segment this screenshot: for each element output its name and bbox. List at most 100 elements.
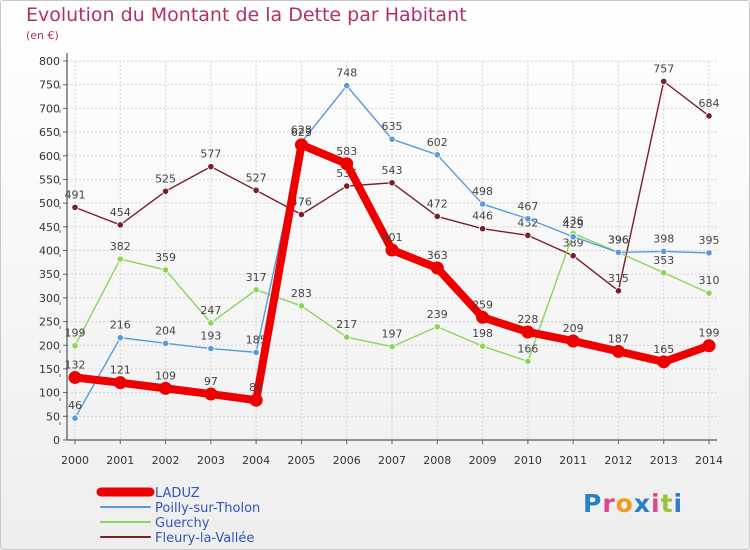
data-point bbox=[68, 370, 82, 384]
data-point bbox=[611, 344, 625, 358]
data-label: 429 bbox=[563, 218, 584, 231]
data-point bbox=[388, 135, 396, 143]
data-point bbox=[340, 157, 354, 171]
data-point bbox=[566, 334, 580, 348]
data-point bbox=[524, 357, 532, 365]
data-label: 436 bbox=[563, 214, 584, 227]
data-label: 165 bbox=[653, 343, 674, 356]
data-point bbox=[702, 339, 716, 353]
data-label: 363 bbox=[427, 249, 448, 262]
x-tick-label: 2014 bbox=[695, 454, 723, 467]
y-tick-label: 150 bbox=[39, 363, 60, 376]
logo-letter: i bbox=[651, 489, 661, 518]
data-label: 757 bbox=[653, 62, 674, 75]
data-label: 217 bbox=[336, 318, 357, 331]
data-point bbox=[343, 333, 351, 341]
data-label: 684 bbox=[699, 97, 720, 110]
data-point bbox=[294, 138, 308, 152]
data-label: 199 bbox=[65, 327, 86, 340]
data-label: 259 bbox=[472, 298, 493, 311]
data-point bbox=[343, 82, 351, 90]
data-label: 283 bbox=[291, 287, 312, 300]
data-point bbox=[113, 376, 127, 390]
x-tick-label: 2002 bbox=[152, 454, 180, 467]
data-point bbox=[660, 269, 668, 277]
x-tick-label: 2011 bbox=[559, 454, 587, 467]
y-tick-label: 0 bbox=[53, 434, 60, 447]
data-point bbox=[524, 231, 532, 239]
data-label: 525 bbox=[155, 172, 176, 185]
x-tick-label: 2003 bbox=[197, 454, 225, 467]
data-point bbox=[252, 186, 260, 194]
series-guerchy: 199 382 359 247 317 283 217 197 239 198 166 436 396 3… bbox=[65, 214, 720, 365]
logo-letter: P bbox=[583, 489, 603, 518]
data-label: 446 bbox=[472, 210, 493, 223]
y-tick-label: 600 bbox=[39, 150, 60, 163]
data-point bbox=[385, 243, 399, 257]
data-label: 396 bbox=[608, 233, 629, 246]
data-label: 187 bbox=[608, 332, 629, 345]
series-poilly-sur-tholon: 46 216 204 193 185 628 748 635 602 498 467 429 396 39… bbox=[68, 67, 720, 422]
data-label: 353 bbox=[653, 254, 674, 267]
data-point bbox=[433, 151, 441, 159]
logo-letter: o bbox=[615, 489, 634, 518]
data-label: 432 bbox=[517, 216, 538, 229]
data-point bbox=[116, 334, 124, 342]
y-tick-label: 200 bbox=[39, 339, 60, 352]
data-point bbox=[71, 203, 79, 211]
data-point bbox=[71, 342, 79, 350]
data-point bbox=[207, 344, 215, 353]
y-tick-label: 300 bbox=[39, 292, 60, 305]
data-label: 216 bbox=[110, 319, 131, 332]
data-point bbox=[204, 387, 218, 401]
data-point bbox=[343, 182, 351, 190]
data-label: 166 bbox=[517, 342, 538, 355]
data-point bbox=[657, 355, 671, 369]
data-label: 247 bbox=[200, 304, 221, 317]
data-label: 132 bbox=[65, 358, 86, 371]
data-label: 97 bbox=[204, 375, 218, 388]
data-point bbox=[71, 414, 79, 422]
y-tick-label: 700 bbox=[39, 102, 60, 115]
data-label: 491 bbox=[65, 188, 86, 201]
x-tick-label: 2008 bbox=[423, 454, 451, 467]
data-label: 401 bbox=[382, 231, 403, 244]
data-label: 315 bbox=[608, 272, 629, 285]
data-point bbox=[705, 112, 713, 120]
data-point bbox=[159, 381, 173, 395]
x-tick-label: 2004 bbox=[242, 454, 270, 467]
y-tick-label: 500 bbox=[39, 197, 60, 210]
data-point bbox=[388, 343, 396, 351]
chart-title: Evolution du Montant de la Dette par Hab… bbox=[26, 4, 467, 26]
data-label: 109 bbox=[155, 369, 176, 382]
y-tick-label: 350 bbox=[39, 268, 60, 281]
data-point bbox=[476, 310, 490, 324]
data-label: 121 bbox=[110, 364, 131, 377]
data-label: 467 bbox=[517, 200, 538, 213]
legend: LADUZPoilly-sur-TholonGuerchyFleury-la-V… bbox=[96, 486, 260, 546]
data-label: 472 bbox=[427, 197, 448, 210]
logo-letter: i bbox=[673, 489, 684, 518]
logo-letter: r bbox=[602, 489, 616, 518]
data-point bbox=[614, 248, 623, 256]
data-label: 197 bbox=[382, 328, 403, 341]
y-tick-label: 800 bbox=[39, 55, 60, 68]
legend-label: Fleury-la-Vallée bbox=[155, 531, 254, 546]
data-point bbox=[252, 348, 260, 356]
data-label: 543 bbox=[382, 164, 403, 177]
data-label: 395 bbox=[699, 234, 720, 247]
data-label: 398 bbox=[653, 232, 674, 245]
series-laduz: 132 121 109 97 84 623 583 401 363 259 228 209 187 165… bbox=[65, 126, 720, 407]
data-point bbox=[207, 319, 215, 327]
data-label: 204 bbox=[155, 324, 176, 337]
logo-letter: t bbox=[660, 489, 674, 518]
data-point bbox=[249, 393, 263, 407]
data-label: 476 bbox=[291, 195, 312, 208]
x-tick-label: 2010 bbox=[514, 454, 542, 467]
x-tick-label: 2009 bbox=[469, 454, 497, 467]
legend-label: Poilly-sur-Tholon bbox=[155, 501, 260, 516]
data-point bbox=[252, 286, 260, 294]
legend-label: Guerchy bbox=[155, 516, 210, 531]
